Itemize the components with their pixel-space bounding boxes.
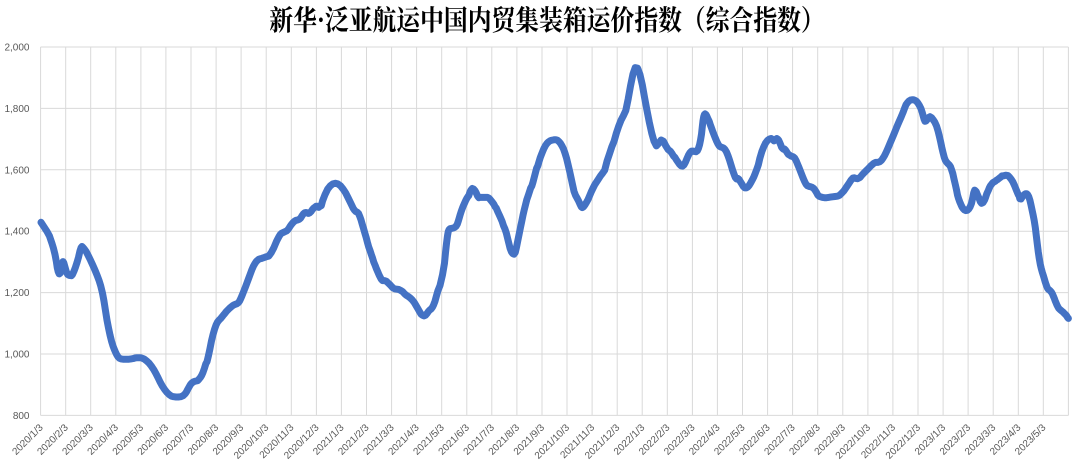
svg-text:2,000: 2,000: [4, 43, 29, 54]
svg-text:1,400: 1,400: [4, 227, 29, 238]
svg-text:1,800: 1,800: [4, 104, 29, 115]
svg-text:1,000: 1,000: [4, 350, 29, 361]
svg-text:1,200: 1,200: [4, 288, 29, 299]
svg-text:800: 800: [13, 411, 30, 422]
svg-text:1,600: 1,600: [4, 165, 29, 176]
